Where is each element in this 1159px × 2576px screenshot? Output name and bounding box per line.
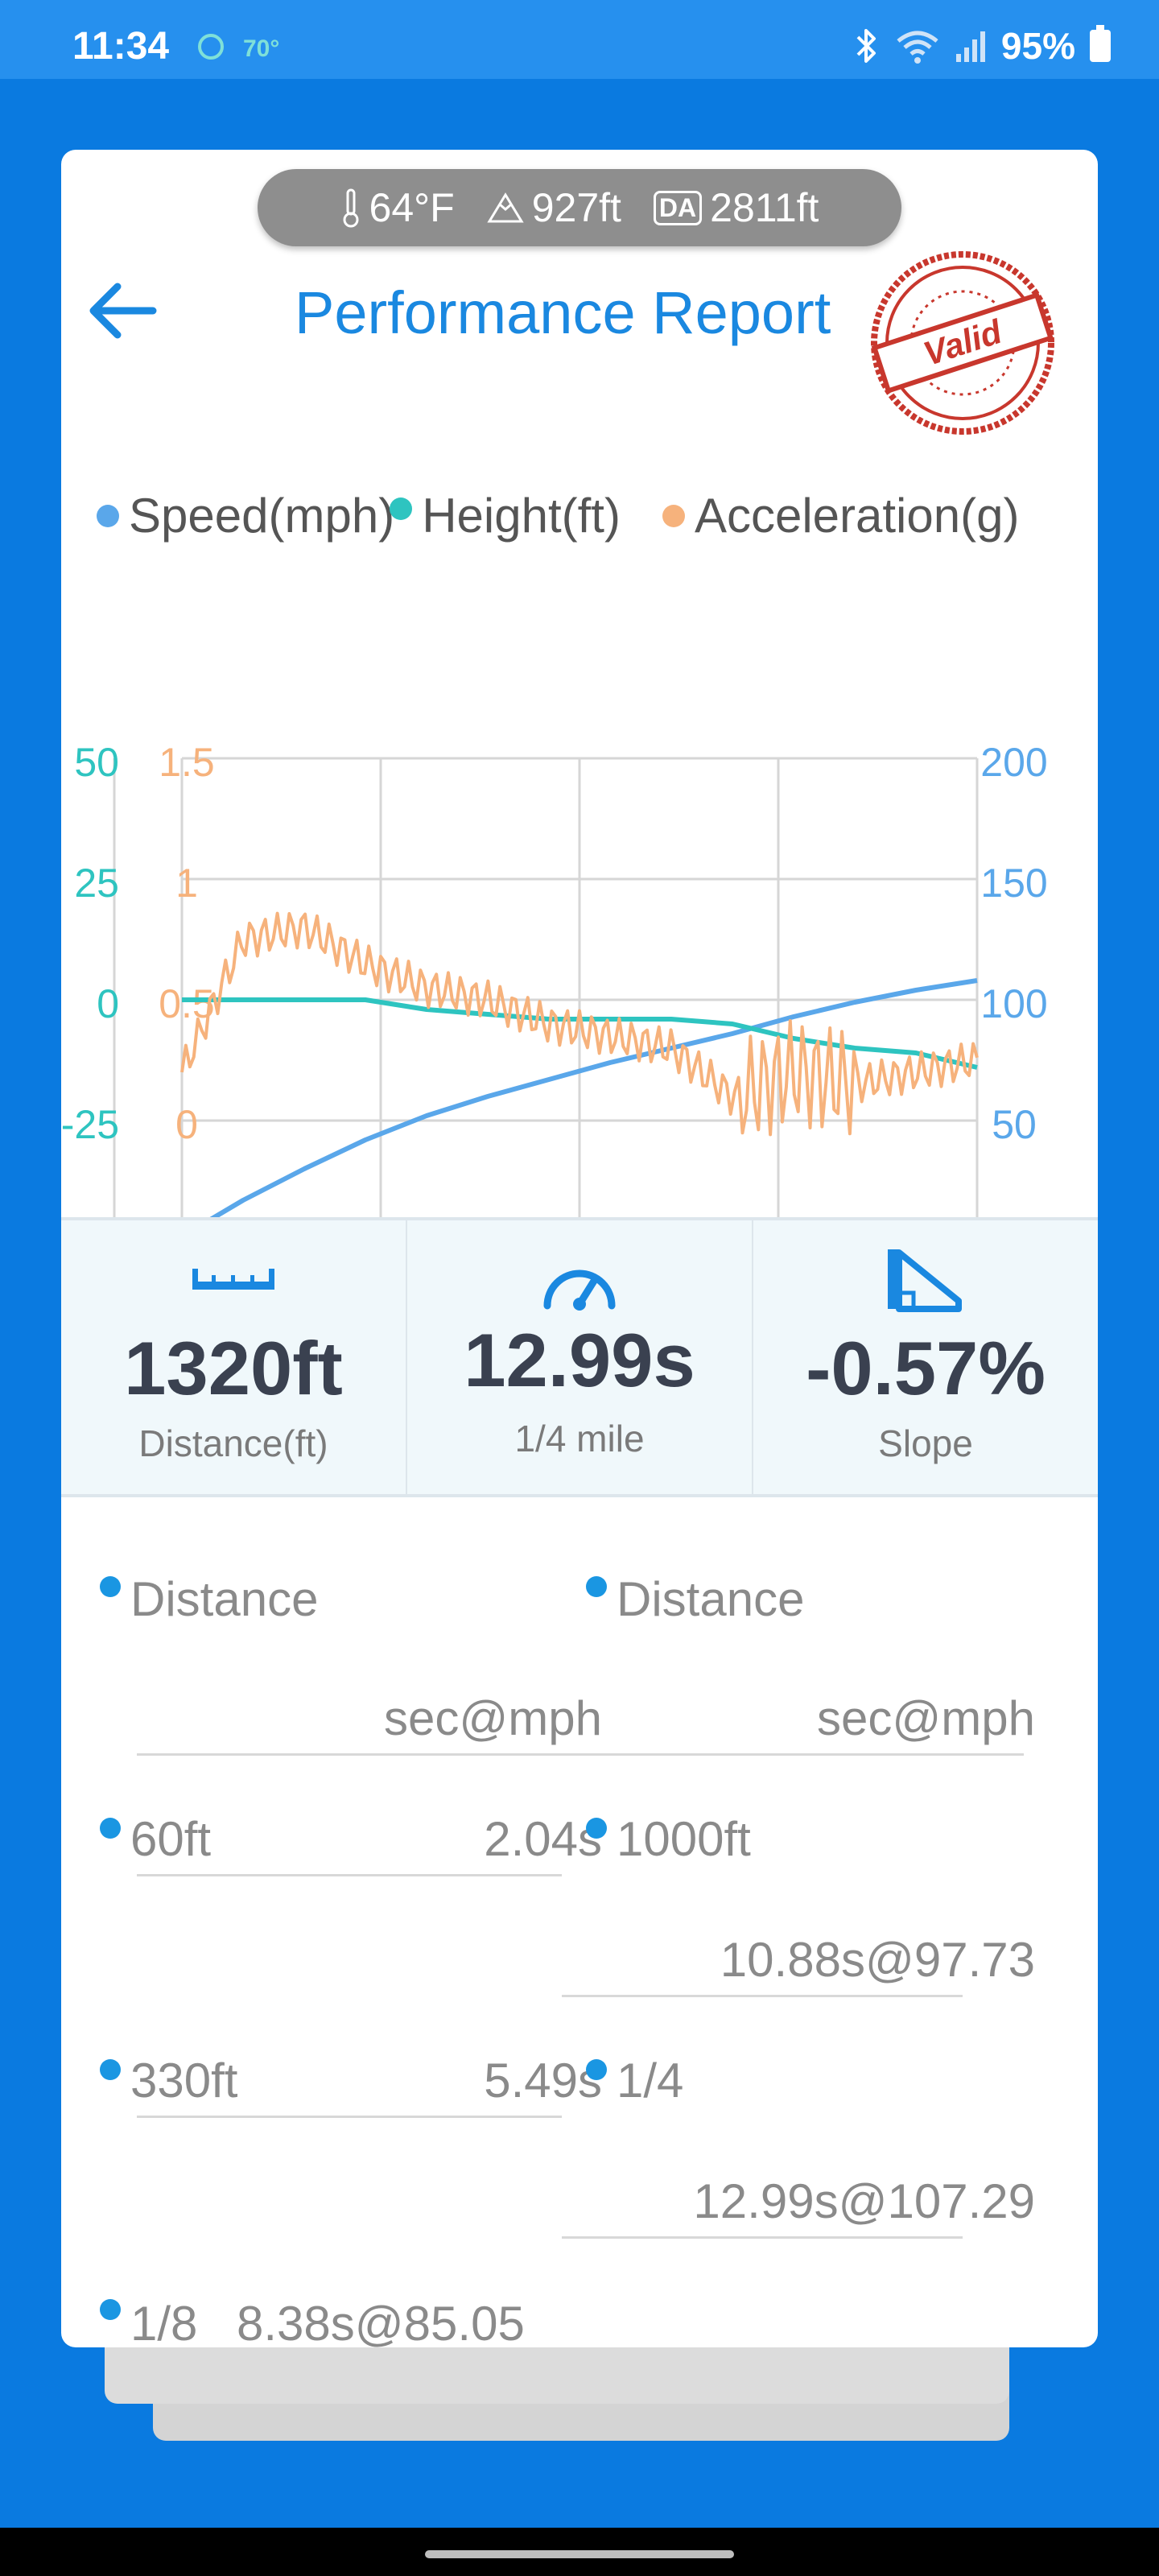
split-header-label: Distance <box>130 1572 319 1626</box>
y-tick-label-speed: 50 <box>992 1102 1037 1147</box>
legend-dot-height <box>390 497 413 520</box>
bullet-dot <box>586 1818 607 1839</box>
ruler-icon <box>192 1269 274 1290</box>
legend-label-acceleration: Acceleration(g) <box>694 489 1020 543</box>
metric-slope: -0.57% Slope <box>752 1220 1098 1494</box>
legend-item-height: Height(ft) <box>390 488 621 543</box>
split-header-unit: sec@mph <box>817 1691 1035 1745</box>
bullet-dot <box>586 2059 607 2080</box>
split-value: 2.04s <box>484 1812 602 1866</box>
y-tick-label-acceleration: 0 <box>175 1102 198 1147</box>
metrics-strip: 1320ft Distance(ft) 12.99s 1/4 mile -0.5… <box>61 1217 1098 1497</box>
y-tick-label-height: 0 <box>97 981 119 1026</box>
condition-temperature: 64°F <box>340 184 455 231</box>
split-label: 1/8 <box>130 2297 198 2347</box>
slope-icon <box>888 1249 962 1312</box>
home-gesture-handle[interactable] <box>425 2550 734 2558</box>
series-line-acceleration <box>180 911 979 1137</box>
bullet-dot <box>100 1818 121 1839</box>
navigation-bar <box>0 2528 1159 2576</box>
bullet-dot <box>586 1576 607 1597</box>
divider <box>137 2116 562 2118</box>
bluetooth-icon <box>856 29 876 63</box>
bullet-dot <box>100 2059 121 2080</box>
y-tick-label-height: -25 <box>61 1102 119 1147</box>
split-value: 8.38s@85.05 <box>237 2297 525 2347</box>
weather-app-icon <box>198 34 224 60</box>
mountain-icon <box>487 192 524 223</box>
split-label: 330ft <box>130 2054 238 2107</box>
valid-stamp-icon: Valid <box>871 251 1054 435</box>
y-tick-label-height: 25 <box>74 861 119 906</box>
metric-value: -0.57% <box>806 1326 1046 1410</box>
conditions-pill: 64°F 927ft DA 2811ft <box>258 169 901 246</box>
split-header-unit: sec@mph <box>384 1691 602 1745</box>
metric-distance: 1320ft Distance(ft) <box>61 1220 406 1494</box>
split-value: 5.49s <box>484 2054 602 2107</box>
legend-item-speed: Speed(mph) <box>97 488 394 543</box>
status-right-group: 95% <box>853 24 1111 68</box>
bullet-dot <box>100 2299 121 2320</box>
legend-label-height: Height(ft) <box>422 489 621 543</box>
condition-elevation: 927ft <box>487 184 621 231</box>
legend-dot-speed <box>97 504 119 527</box>
page-title: Performance Report <box>295 279 831 346</box>
split-header-label: Distance <box>617 1572 805 1626</box>
density-altitude-badge: DA <box>653 190 703 225</box>
y-tick-label-speed: 150 <box>980 861 1047 906</box>
temperature-value: 64°F <box>369 185 455 230</box>
cellular-signal-icon <box>955 31 985 62</box>
divider <box>137 1753 623 1756</box>
status-bar: 11:34 70° 95% <box>0 0 1159 79</box>
status-temperature: 70° <box>243 35 280 62</box>
metric-quarter-mile: 12.99s 1/4 mile <box>406 1220 752 1494</box>
split-times: Distance sec@mph Distance sec@mph 60ft 2… <box>61 1518 1098 2347</box>
split-label: 1/4 <box>617 2054 684 2107</box>
density-altitude-value: 2811ft <box>710 185 819 230</box>
speedometer-icon <box>543 1269 616 1311</box>
wifi-icon <box>897 31 938 64</box>
divider <box>562 1995 963 1997</box>
legend-label-speed: Speed(mph) <box>129 489 395 543</box>
split-label: 60ft <box>130 1812 212 1866</box>
legend-item-acceleration: Acceleration(g) <box>662 488 1020 543</box>
bullet-dot <box>100 1576 121 1597</box>
y-tick-label-acceleration: 1 <box>175 861 198 906</box>
report-card: 64°F 927ft DA 2811ft Performance Report … <box>61 150 1098 2347</box>
series-line-speed <box>180 978 978 1239</box>
split-value: 12.99s@107.29 <box>693 2174 1035 2228</box>
chart-legend: Speed(mph) Height(ft) Acceleration(g) <box>97 488 1019 543</box>
elevation-value: 927ft <box>531 185 621 230</box>
divider <box>137 1874 562 1876</box>
battery-percent: 95% <box>1000 25 1075 67</box>
condition-density-altitude: DA 2811ft <box>653 184 819 231</box>
divider <box>623 1753 1024 1756</box>
metric-label: 1/4 mile <box>514 1418 645 1459</box>
metric-label: Slope <box>878 1422 973 1464</box>
y-tick-label-acceleration: 1.5 <box>159 740 215 785</box>
metric-value: 12.99s <box>464 1318 695 1402</box>
split-label: 1000ft <box>617 1812 751 1866</box>
y-tick-label-speed: 100 <box>980 981 1047 1026</box>
split-value: 10.88s@97.73 <box>720 1933 1035 1987</box>
metric-value: 1320ft <box>124 1326 343 1410</box>
y-tick-label-speed: 200 <box>980 740 1047 785</box>
y-tick-label-acceleration: 0.5 <box>159 981 215 1026</box>
battery-icon <box>1090 25 1111 62</box>
metric-label: Distance(ft) <box>138 1422 328 1464</box>
divider <box>562 2236 963 2239</box>
legend-dot-acceleration <box>662 504 685 527</box>
y-tick-label-height: 50 <box>74 740 119 785</box>
back-arrow-icon[interactable] <box>82 270 163 351</box>
status-time: 11:34 <box>72 25 170 68</box>
thermometer-icon <box>343 188 359 228</box>
